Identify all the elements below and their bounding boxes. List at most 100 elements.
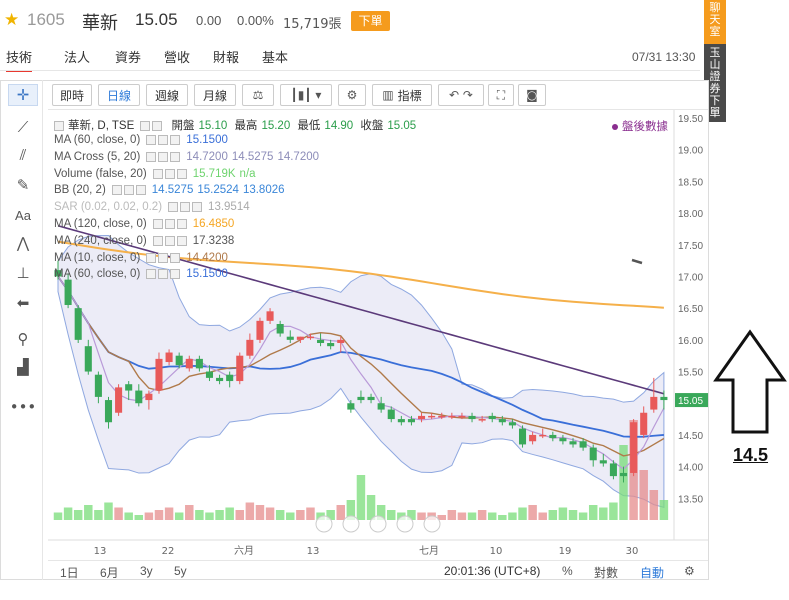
legend-ohlc-controls[interactable]: [140, 120, 164, 132]
indicator-controls[interactable]: [146, 151, 182, 163]
candle-body: [216, 377, 224, 382]
volume-bar: [94, 510, 103, 520]
indicator-legend-row[interactable]: MA (60, close, 0) 15.1500: [54, 134, 228, 146]
indicator-controls[interactable]: [146, 252, 182, 264]
daily-button[interactable]: 日線: [98, 84, 140, 106]
zoom-icon[interactable]: ⚲: [17, 330, 29, 348]
volume-bar: [265, 507, 275, 520]
chart-settings-icon[interactable]: ⚙: [684, 564, 695, 578]
candle-body: [195, 358, 203, 369]
candle-body: [175, 355, 183, 366]
chat-room-link[interactable]: 聊 天 室: [704, 0, 726, 44]
candle-body: [488, 415, 496, 420]
volume-bar: [457, 512, 467, 520]
candle-type-dropdown[interactable]: ┃▮┃ ▾: [280, 84, 332, 106]
candle-body: [135, 390, 143, 404]
undo-redo-icon[interactable]: ↶ ↷: [438, 84, 484, 106]
indicator-legend-row[interactable]: BB (20, 2) 14.5275 15.2524 13.8026: [54, 184, 285, 196]
tab-margin[interactable]: 資券: [115, 51, 142, 66]
compare-scale-icon[interactable]: ⚖: [242, 84, 274, 106]
indicator-controls[interactable]: [152, 218, 189, 230]
weekly-button[interactable]: 週線: [146, 84, 188, 106]
indicator-value: 15.2524: [197, 184, 239, 197]
price-chart[interactable]: 19.50 19.00 18.50 18.00 17.50 17.00 16.50 16.00…: [48, 110, 708, 560]
legend-collapse-icon[interactable]: [54, 120, 66, 132]
crosshair-icon[interactable]: ✛: [8, 84, 38, 106]
candle-body: [609, 463, 617, 477]
intraday-button[interactable]: 即時: [52, 84, 92, 106]
volume-bar: [104, 502, 113, 520]
indicator-controls[interactable]: [146, 268, 182, 280]
close-label: 收盤: [360, 120, 384, 132]
open-label: 開盤: [171, 120, 195, 132]
indicator-legend-row[interactable]: MA (10, close, 0) 14.4200: [54, 252, 228, 264]
pattern-tool-icon[interactable]: ⋀: [16, 234, 30, 252]
monthly-button[interactable]: 月線: [194, 84, 236, 106]
volume-bar: [578, 512, 588, 520]
current-price-label: 15.05: [678, 396, 703, 407]
back-arrow-icon[interactable]: ⬅: [16, 294, 30, 312]
candle-body: [640, 412, 648, 435]
volume-bar: [659, 500, 669, 520]
candle-body: [529, 434, 537, 442]
price-change: 0.00: [196, 13, 222, 28]
volume-bar: [255, 505, 265, 520]
more-icon[interactable]: •••: [9, 398, 37, 416]
brush-icon[interactable]: ✎: [16, 176, 30, 194]
tab-institutional[interactable]: 法人: [64, 51, 91, 66]
range-1d-button[interactable]: 1日: [60, 566, 79, 580]
percent-scale-button[interactable]: %: [562, 564, 573, 578]
fullscreen-icon[interactable]: ⛶: [488, 84, 514, 106]
price-tick-label: 17.00: [678, 272, 703, 283]
indicator-controls[interactable]: [152, 168, 189, 180]
current-price-tag: [675, 393, 708, 408]
indicator-legend-row[interactable]: MA (120, close, 0) 16.4850: [54, 218, 234, 230]
volume-bar: [387, 510, 396, 520]
candle-body: [64, 279, 72, 305]
indicator-controls[interactable]: [152, 235, 189, 247]
range-5y-button[interactable]: 5y: [174, 564, 187, 578]
text-tool-icon[interactable]: Aa: [15, 207, 31, 223]
fib-tool-icon[interactable]: ⫽: [19, 146, 27, 164]
candle-body: [478, 419, 486, 421]
indicator-value: 17.3238: [192, 234, 235, 247]
candle-body: [84, 346, 92, 372]
camera-icon[interactable]: ◙: [518, 84, 546, 106]
time-tick-label: 19: [559, 546, 572, 557]
price-tick-label: 18.00: [678, 209, 703, 220]
indicator-legend-row[interactable]: MA (60, close, 0) 15.1500: [54, 268, 228, 280]
tab-basic[interactable]: 基本: [262, 51, 289, 66]
settings-gear-icon[interactable]: ⚙: [338, 84, 366, 106]
candle-body: [256, 320, 264, 340]
measure-tool-icon[interactable]: ⊥: [16, 264, 30, 282]
indicator-legend-row[interactable]: MA (240, close, 0) 17.3238: [54, 235, 234, 247]
indicator-name: Volume (false, 20): [54, 167, 147, 180]
ruler-icon[interactable]: ▟: [17, 358, 29, 376]
volume-bar: [467, 512, 477, 520]
volume-bar: [275, 510, 285, 520]
indicator-legend-row[interactable]: SAR (0.02, 0.02, 0.2) 13.9514: [54, 201, 250, 213]
tab-revenue[interactable]: 營收: [164, 51, 191, 66]
indicator-controls[interactable]: [146, 134, 182, 146]
broker-order-link[interactable]: 玉 山 證 券 下 單: [704, 44, 726, 122]
indicator-controls[interactable]: [168, 201, 204, 213]
trend-line-icon[interactable]: ⟋: [17, 118, 29, 136]
close-value: 15.05: [387, 120, 417, 132]
range-3y-button[interactable]: 3y: [140, 564, 153, 578]
place-order-button[interactable]: 下單: [351, 11, 390, 31]
time-tick-label: 22: [162, 546, 175, 557]
low-label: 最低: [297, 120, 321, 132]
after-hours-data[interactable]: 盤後數據: [612, 118, 668, 134]
volume-bar: [134, 515, 144, 520]
indicator-legend-row[interactable]: Volume (false, 20) 15.719K n/a: [54, 168, 256, 180]
star-icon[interactable]: ★: [4, 10, 20, 30]
indicator-controls[interactable]: [111, 184, 148, 196]
range-6m-button[interactable]: 6月: [100, 566, 119, 580]
indicator-value: 16.4850: [192, 218, 235, 231]
auto-scale-button[interactable]: 自動: [640, 566, 665, 580]
log-scale-button[interactable]: 對數: [594, 566, 619, 580]
tab-technical[interactable]: 技術: [6, 47, 33, 72]
tab-financials[interactable]: 財報: [213, 51, 240, 66]
indicators-button[interactable]: ▥ 指標: [372, 84, 432, 106]
indicator-legend-row[interactable]: MA Cross (5, 20) 14.7200 14.5275 14.7200: [54, 151, 319, 163]
